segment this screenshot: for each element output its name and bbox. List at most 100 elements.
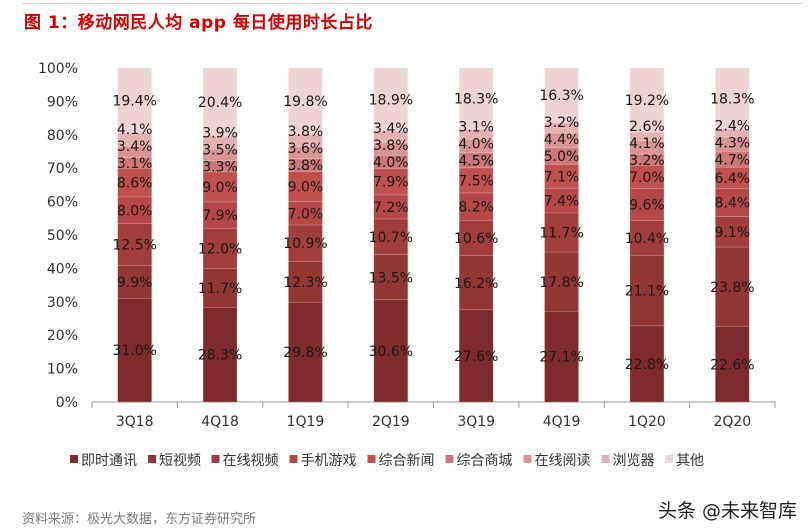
bar-segment (458, 67, 494, 130)
y-tick-label: 20% (47, 328, 78, 344)
data-label: 28.3% (198, 348, 242, 364)
bar-segment (117, 132, 152, 147)
data-label: 31.0% (112, 343, 156, 359)
legend-label: 在线阅读 (535, 452, 591, 469)
data-label: 7.0% (288, 206, 324, 222)
legend-label: 短视频 (159, 453, 201, 469)
data-label: 4.3% (715, 135, 751, 151)
watermark: 头条 @未来智库 (657, 500, 797, 522)
bar-segment (117, 298, 152, 403)
legend-label: 即时通讯 (81, 453, 137, 469)
data-label: 8.6% (117, 176, 153, 192)
bar-segment (117, 167, 152, 198)
legend-swatch (665, 455, 673, 463)
y-tick-label: 40% (47, 261, 78, 277)
data-label: 7.4% (544, 194, 580, 210)
y-tick-label: 10% (47, 362, 78, 378)
data-label: 10.4% (625, 231, 669, 247)
legend-swatch (211, 455, 220, 463)
bar-segment (458, 192, 494, 221)
x-tick-label: 1Q19 (287, 414, 325, 430)
data-label: 21.1% (625, 284, 669, 300)
x-tick-label: 3Q19 (457, 414, 495, 430)
data-label: 16.2% (454, 276, 498, 292)
data-label: 8.2% (458, 200, 494, 216)
data-label: 9.1% (715, 225, 751, 241)
bar-segment (288, 133, 323, 148)
bar-segment (544, 67, 579, 123)
bar-segment (373, 168, 409, 196)
data-label: 12.3% (283, 275, 327, 291)
y-tick-label: 100% (38, 61, 78, 77)
bar-segment (544, 212, 579, 253)
bar-segment (202, 201, 238, 229)
y-tick-label: 50% (47, 228, 78, 244)
data-label: 7.5% (458, 173, 494, 189)
data-label: 3.1% (458, 119, 494, 135)
data-label: 9.6% (629, 198, 665, 214)
data-label: 7.1% (544, 169, 580, 185)
data-label: 3.6% (288, 141, 324, 157)
data-label: 7.2% (373, 200, 409, 216)
data-label: 19.2% (625, 93, 669, 109)
data-label: 23.8% (710, 280, 754, 296)
bar-segment (117, 223, 152, 266)
data-label: 7.0% (629, 170, 665, 186)
legend-label: 其他 (676, 453, 704, 469)
source-note: 资料来源：极光大数据，东方证券研究所 (22, 512, 257, 527)
data-label: 29.8% (283, 345, 327, 361)
bar-segment (458, 255, 494, 311)
bar-segment (715, 246, 750, 327)
legend-label: 综合商城 (457, 453, 513, 469)
legend-swatch (367, 455, 376, 463)
data-label: 16.3% (539, 88, 583, 104)
bar-segment (202, 67, 238, 137)
legend-swatch (148, 455, 156, 463)
legend-swatch (445, 455, 454, 463)
bar-segment (715, 67, 750, 130)
data-label: 22.8% (625, 357, 669, 373)
data-label: 7.9% (202, 208, 238, 224)
data-label: 13.5% (369, 270, 413, 286)
data-label: 9.0% (202, 180, 238, 196)
bar-segment (715, 326, 750, 403)
bar-segment (629, 188, 665, 221)
data-label: 4.7% (715, 152, 751, 168)
bar-segment (373, 194, 409, 220)
data-label: 3.8% (373, 138, 409, 154)
data-label: 4.1% (117, 122, 153, 138)
data-label: 3.4% (117, 139, 153, 155)
bar-segment (202, 268, 238, 308)
legend-label: 在线视频 (223, 453, 279, 469)
bar-segment (373, 299, 409, 403)
x-tick-label: 4Q18 (201, 414, 239, 430)
bar-segment (373, 218, 409, 256)
legend-swatch (70, 455, 78, 463)
bar-segment (288, 261, 323, 303)
data-label: 3.1% (117, 156, 153, 172)
x-tick-label: 2Q20 (713, 414, 751, 430)
data-label: 19.4% (112, 93, 156, 109)
legend-swatch (601, 455, 610, 463)
data-label: 3.3% (202, 159, 238, 175)
data-label: 27.1% (539, 350, 583, 366)
data-label: 4.0% (373, 155, 409, 171)
bar-segment (544, 311, 579, 403)
data-label: 3.2% (544, 115, 580, 131)
data-label: 3.2% (629, 153, 665, 169)
bar-segment (544, 187, 579, 214)
bar-segment (288, 224, 323, 262)
data-label: 17.8% (539, 275, 583, 291)
data-label: 3.8% (288, 124, 324, 140)
data-label: 10.7% (369, 230, 413, 246)
data-label: 4.4% (544, 132, 580, 148)
x-tick-label: 3Q18 (116, 414, 154, 430)
bar-segment (629, 131, 665, 142)
data-label: 4.1% (629, 136, 665, 152)
x-tick-label: 2Q19 (372, 414, 410, 430)
data-label: 10.9% (283, 236, 327, 252)
figure-title: 图 1：移动网民人均 app 每日使用时长占比 (24, 13, 373, 33)
data-label: 19.8% (283, 94, 327, 110)
bar-segment (544, 251, 579, 312)
